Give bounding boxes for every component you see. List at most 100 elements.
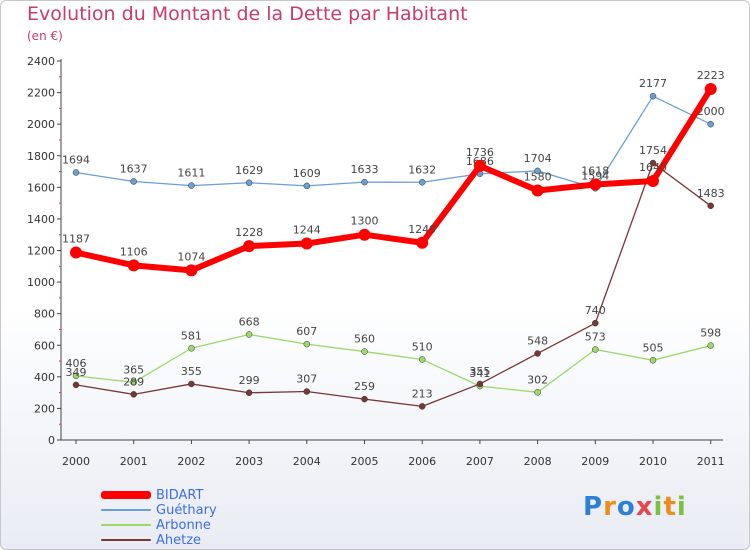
data-label: 1249 bbox=[408, 223, 436, 236]
x-tick-label: 2001 bbox=[120, 455, 148, 468]
data-label: 1300 bbox=[351, 215, 379, 228]
data-point bbox=[534, 167, 541, 175]
data-label: 341 bbox=[469, 367, 490, 380]
data-label: 1074 bbox=[177, 250, 205, 263]
data-label: 302 bbox=[527, 373, 548, 386]
chart-title: Evolution du Montant de la Dette par Hab… bbox=[27, 3, 468, 25]
unit-label: (en €) bbox=[27, 29, 63, 43]
data-point bbox=[707, 202, 714, 210]
data-point bbox=[72, 372, 80, 380]
data-point bbox=[72, 381, 80, 389]
y-tick-label: 2200 bbox=[27, 87, 55, 100]
legend-label-bidart: BIDART bbox=[156, 487, 204, 503]
data-point bbox=[127, 259, 140, 272]
data-label: 1632 bbox=[408, 163, 436, 176]
data-point bbox=[243, 240, 256, 253]
data-label: 299 bbox=[239, 374, 260, 387]
data-point bbox=[300, 237, 313, 250]
y-tick-label: 2400 bbox=[27, 55, 55, 68]
logo-letter: i bbox=[676, 492, 687, 522]
y-tick-label: 1000 bbox=[27, 276, 55, 289]
data-label: 1609 bbox=[293, 167, 321, 180]
logo-letter: t bbox=[663, 492, 677, 522]
data-label: 307 bbox=[296, 373, 317, 386]
data-label: 668 bbox=[239, 316, 260, 329]
x-tick-label: 2011 bbox=[697, 455, 725, 468]
y-tick-label: 800 bbox=[34, 308, 55, 321]
data-point bbox=[418, 356, 426, 363]
data-point bbox=[647, 175, 659, 188]
logo-letter: x bbox=[635, 492, 654, 522]
data-point bbox=[185, 264, 198, 277]
data-label: 355 bbox=[181, 365, 202, 378]
data-point bbox=[592, 346, 599, 353]
proxiti-logo: Proxiti bbox=[583, 492, 687, 522]
data-label: 1611 bbox=[177, 167, 205, 180]
series-line-ahetze bbox=[75, 162, 712, 408]
x-tick-label: 2008 bbox=[524, 455, 552, 468]
data-point bbox=[130, 379, 137, 386]
x-tick-label: 2009 bbox=[581, 455, 609, 468]
legend-label-ahetze: Ahetze bbox=[156, 532, 202, 548]
data-label: 259 bbox=[354, 380, 375, 393]
x-tick-label: 2003 bbox=[235, 455, 263, 468]
series-line-bidart bbox=[75, 87, 714, 274]
data-label: 2000 bbox=[697, 105, 725, 118]
y-tick-label: 600 bbox=[34, 339, 55, 352]
legend-label-arbonne: Arbonne bbox=[156, 517, 211, 533]
x-tick-label: 2010 bbox=[639, 455, 667, 468]
y-tick-label: 0 bbox=[48, 434, 55, 447]
data-label: 355 bbox=[469, 365, 490, 378]
legend-label-guethary: Guéthary bbox=[156, 502, 217, 518]
data-label: 213 bbox=[412, 387, 433, 400]
legend-swatch-guethary bbox=[101, 509, 151, 511]
y-tick-label: 1600 bbox=[27, 181, 55, 194]
y-tick-label: 400 bbox=[34, 371, 55, 384]
x-tick-label: 2005 bbox=[351, 455, 379, 468]
data-label: 1694 bbox=[62, 153, 90, 166]
data-point bbox=[704, 82, 717, 95]
logo-letter: o bbox=[616, 492, 636, 522]
data-label: 740 bbox=[585, 304, 606, 317]
data-label: 406 bbox=[66, 357, 87, 370]
data-point bbox=[303, 182, 311, 190]
data-label: 598 bbox=[700, 327, 721, 340]
data-label: 1633 bbox=[351, 163, 379, 176]
data-label: 607 bbox=[296, 325, 317, 338]
data-label: 1754 bbox=[639, 144, 667, 157]
data-point bbox=[70, 246, 82, 259]
x-tick-label: 2006 bbox=[408, 455, 436, 468]
data-label: 581 bbox=[181, 329, 202, 342]
legend-item-bidart: BIDART bbox=[101, 487, 203, 503]
data-label: 1580 bbox=[524, 170, 552, 183]
y-tick-label: 1400 bbox=[27, 213, 55, 226]
legend-swatch-arbonne bbox=[101, 524, 151, 526]
data-point bbox=[707, 342, 714, 349]
x-tick-label: 2002 bbox=[177, 455, 205, 468]
y-tick-label: 1800 bbox=[27, 150, 55, 163]
data-label: 573 bbox=[585, 331, 606, 344]
data-point bbox=[416, 236, 429, 249]
data-point bbox=[649, 92, 657, 100]
legend-swatch-ahetze bbox=[101, 539, 151, 541]
data-point bbox=[130, 391, 137, 398]
data-label: 1187 bbox=[62, 233, 90, 246]
series-line-arbonne bbox=[75, 333, 711, 393]
data-point bbox=[72, 169, 80, 176]
data-label: 1736 bbox=[466, 146, 494, 159]
data-label: 1640 bbox=[639, 161, 667, 174]
data-point bbox=[418, 403, 426, 410]
data-point bbox=[418, 179, 426, 186]
legend-swatch-bidart bbox=[101, 491, 151, 499]
y-tick-label: 2000 bbox=[27, 118, 55, 131]
y-tick-label: 200 bbox=[34, 402, 55, 415]
x-tick-label: 2007 bbox=[466, 455, 494, 468]
data-point bbox=[361, 348, 368, 355]
data-point bbox=[473, 159, 486, 172]
data-label: 510 bbox=[412, 340, 433, 353]
legend-item-guethary: Guéthary bbox=[101, 502, 217, 518]
data-point bbox=[188, 345, 195, 352]
data-point bbox=[707, 120, 714, 128]
